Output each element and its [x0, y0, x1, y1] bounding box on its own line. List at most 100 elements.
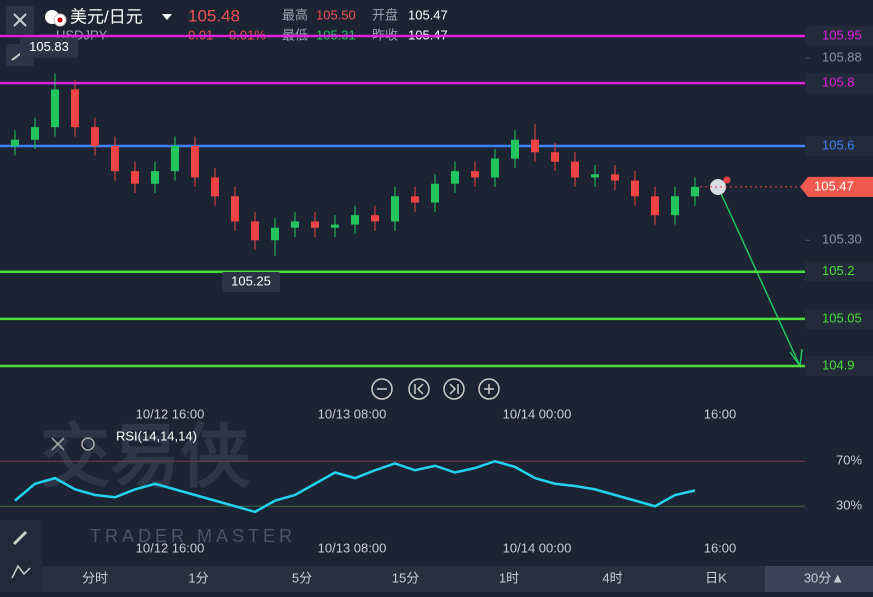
candle-body	[571, 161, 579, 178]
y-tick-label: 30%	[836, 498, 862, 513]
candle-body	[371, 215, 379, 222]
level-label: 105.6	[822, 137, 855, 152]
level-tag	[805, 356, 873, 376]
candle-body	[251, 221, 259, 241]
tab[interactable]: 4时	[602, 570, 622, 585]
level-label: 105.05	[822, 310, 862, 325]
candle-body	[131, 171, 139, 184]
candle-body	[551, 152, 559, 162]
value: 105.50	[316, 7, 356, 22]
candle-body	[271, 227, 279, 241]
candle-body	[431, 183, 439, 203]
pair[interactable]: 美元/日元	[70, 7, 143, 26]
candle-body	[191, 146, 199, 178]
candle-body	[11, 139, 19, 146]
candle-body	[471, 171, 479, 178]
arrow	[717, 186, 801, 367]
current-label: 105.47	[814, 178, 854, 193]
candle-body	[331, 224, 339, 228]
candle-body	[671, 196, 679, 216]
side-tools	[0, 520, 42, 592]
candle-body	[171, 146, 179, 172]
candle-body	[391, 196, 399, 222]
y-tick-label: 70%	[836, 453, 862, 468]
tab[interactable]: 15分	[392, 570, 419, 585]
rsi-settings[interactable]	[81, 437, 95, 451]
tab-bar	[42, 566, 873, 592]
y-tick-label: 105.30	[822, 232, 862, 247]
candle-body	[511, 139, 519, 159]
level-label: 104.9	[822, 357, 855, 372]
tab[interactable]: 30分▲	[804, 570, 844, 585]
x-tick-label: 16:00	[704, 406, 737, 421]
candle-body	[611, 174, 619, 181]
tab[interactable]: 5分	[292, 570, 312, 585]
candle-body	[51, 89, 59, 128]
x-tick-label: 10/14 00:00	[503, 540, 572, 555]
rsi-line	[14, 459, 696, 514]
candle-body	[631, 180, 639, 197]
alert-dot	[723, 176, 731, 184]
level-label: 105.2	[822, 263, 855, 278]
y-tick-label: 105.88	[822, 49, 862, 64]
tab[interactable]: 1分	[188, 570, 208, 585]
x-tick-label: 10/12 16:00	[136, 540, 205, 555]
watermark-en: TRADER MASTER	[90, 526, 296, 546]
candle-body	[651, 196, 659, 216]
zoom-out[interactable]	[371, 378, 393, 400]
tab[interactable]: 分时	[82, 570, 108, 585]
rsi-label: RSI(14,14,14)	[116, 428, 197, 443]
level-tag	[805, 136, 873, 156]
info-icon[interactable]	[710, 179, 726, 195]
candle-body	[231, 196, 239, 222]
x-tick-label: 10/14 00:00	[503, 406, 572, 421]
annotation-label: 105.25	[231, 273, 271, 288]
candle-body	[411, 196, 419, 203]
flag-jp-dot	[57, 17, 63, 23]
annotation-label: 105.83	[29, 39, 69, 54]
next[interactable]	[443, 378, 465, 400]
candle-body	[211, 177, 219, 197]
current-tag	[800, 176, 873, 197]
candle-body	[111, 146, 119, 172]
price: 105.48	[188, 6, 240, 25]
candle-body	[31, 127, 39, 140]
x-tick-label: 10/13 08:00	[318, 406, 387, 421]
label: 开盘	[372, 7, 398, 22]
watermark: 交易侠	[40, 417, 251, 495]
candle-body	[491, 158, 499, 178]
prev[interactable]	[408, 378, 430, 400]
zoom-in[interactable]	[478, 378, 500, 400]
rsi-close[interactable]	[51, 437, 65, 451]
candle-body	[151, 171, 159, 184]
indicator-tool[interactable]	[11, 564, 31, 579]
candle-body	[591, 174, 599, 178]
candle-body	[691, 186, 699, 197]
candle-body	[291, 221, 299, 228]
x-tick-label: 10/12 16:00	[136, 406, 205, 421]
level-label: 105.8	[822, 75, 855, 90]
x-tick-label: 10/13 08:00	[318, 540, 387, 555]
candle-body	[531, 139, 539, 153]
candle-body	[311, 221, 319, 228]
x-tick-label: 16:00	[704, 540, 737, 555]
candle-body	[91, 127, 99, 146]
annotation-box	[20, 37, 78, 58]
level-label: 105.95	[822, 27, 862, 42]
level-tag	[805, 73, 873, 94]
candle-body	[71, 89, 79, 128]
candle-body	[351, 215, 359, 225]
tab[interactable]: 1时	[499, 570, 519, 585]
draw-tool[interactable]	[12, 530, 28, 546]
tab-active[interactable]	[765, 566, 873, 592]
label: 最高	[282, 7, 308, 22]
close-icon	[13, 13, 27, 27]
zoom-controls	[371, 378, 500, 400]
tab[interactable]: 日K	[705, 570, 727, 585]
value: 105.47	[408, 7, 448, 22]
pair-dropdown[interactable]	[162, 14, 172, 20]
level-tag	[805, 308, 873, 329]
candle-body	[451, 171, 459, 184]
